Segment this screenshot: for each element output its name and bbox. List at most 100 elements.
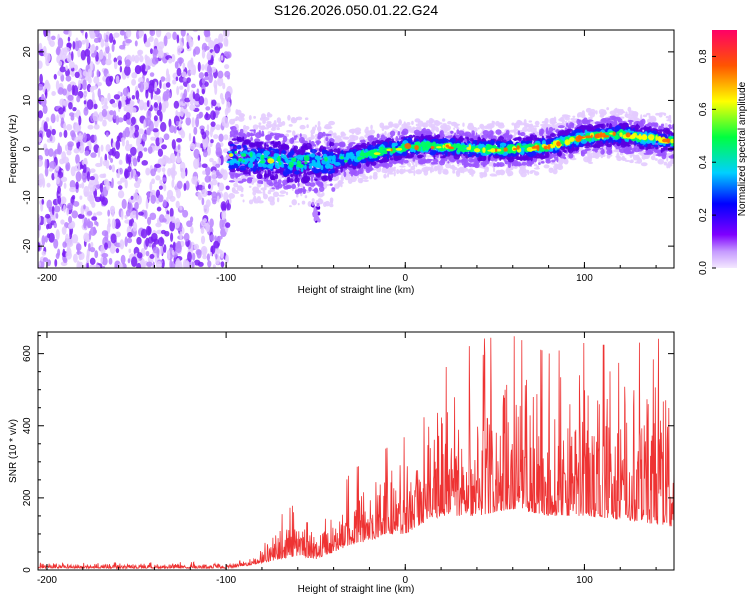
spectrogram-blob xyxy=(540,123,547,127)
spectrogram-blob xyxy=(48,167,54,172)
spectrogram-blob xyxy=(453,127,456,130)
spectrogram-blob xyxy=(175,156,182,164)
spectrogram-blob xyxy=(157,148,164,157)
spectrogram-blob xyxy=(396,168,400,175)
spectrogram-blob xyxy=(68,101,73,110)
spectrogram-blob xyxy=(306,171,313,176)
spectrogram-blob xyxy=(367,135,374,142)
spectrogram-blob xyxy=(161,144,167,150)
spectrogram-blob xyxy=(138,128,144,135)
spectrogram-blob xyxy=(449,165,456,169)
spectrogram-blob xyxy=(384,130,387,137)
spectrogram-blob xyxy=(209,218,214,228)
spectrogram-blob xyxy=(125,97,130,106)
spectrogram-blob xyxy=(262,193,268,200)
spectrogram-blob xyxy=(398,120,402,125)
spectrogram-blob xyxy=(68,30,72,38)
spectrogram-blob xyxy=(109,98,116,105)
spectrogram-blob xyxy=(124,179,128,189)
spectrogram-blob xyxy=(383,173,387,179)
spectrogram-blob xyxy=(421,157,427,164)
spectrogram-blob xyxy=(277,134,284,138)
spectrogram-blob xyxy=(109,75,114,82)
spectrogram-blob xyxy=(148,35,154,43)
spectrogram-blob xyxy=(317,135,322,140)
spectrogram-blob xyxy=(550,161,556,165)
spectrogram-blob xyxy=(116,55,123,61)
spectrogram-blob xyxy=(406,121,411,126)
spectrogram-blob xyxy=(175,76,179,82)
spectrogram-blob xyxy=(60,219,65,225)
spectrogram-blob xyxy=(187,251,192,263)
spectrogram-blob xyxy=(570,118,576,121)
spectrogram-blob xyxy=(543,164,550,169)
spectrogram-blob xyxy=(136,195,142,205)
spectrogram-blob xyxy=(233,182,239,188)
spectrogram-blob xyxy=(628,110,635,116)
spectrogram-blob xyxy=(445,135,448,139)
spectrogram-blob xyxy=(326,141,331,147)
spectrogram-blob xyxy=(165,82,171,88)
spectrogram-blob xyxy=(304,117,308,121)
spectrogram-blob xyxy=(207,184,211,190)
spectrogram-blob xyxy=(250,136,253,141)
spectrogram-blob xyxy=(72,107,77,112)
spectrogram-blob xyxy=(335,166,341,169)
spectrogram-blob xyxy=(197,61,201,73)
spectrogram-blob xyxy=(169,152,176,164)
spectrogram-blob xyxy=(624,159,631,163)
spectrogram-blob xyxy=(655,154,662,157)
spectrogram-blob xyxy=(156,248,160,259)
spectrogram-blob xyxy=(446,135,452,139)
spectrogram-blob xyxy=(330,173,334,179)
spectrogram-blob xyxy=(119,30,126,36)
spectrogram-blob xyxy=(67,94,74,101)
spectrogram-blob xyxy=(314,134,318,138)
spectrogram-blob xyxy=(281,121,286,126)
spectrogram-blob xyxy=(456,158,460,165)
spectrogram-blob xyxy=(97,88,101,98)
spectrogram-blob xyxy=(602,148,605,155)
spectrogram-blob xyxy=(218,182,225,192)
spectrogram-blob xyxy=(85,39,90,48)
spectrogram-blob xyxy=(271,171,274,174)
spectrogram-blob xyxy=(629,160,634,164)
spectrogram-blob xyxy=(480,161,485,165)
spectrogram-blob xyxy=(201,131,207,140)
spectrogram-blob xyxy=(43,81,51,93)
spectrogram-blob xyxy=(602,109,607,116)
spectrogram-blob xyxy=(441,126,446,129)
spectrogram-blob xyxy=(191,252,196,261)
spectrogram-blob xyxy=(258,129,261,136)
spectrogram-blob xyxy=(157,41,165,50)
spectrogram-blob xyxy=(379,122,385,129)
spectrogram-blob xyxy=(471,125,474,130)
spectrogram-blob xyxy=(201,163,208,169)
spectrogram-blob xyxy=(125,112,131,120)
spectrogram-blob xyxy=(247,177,252,182)
spectrogram-blob xyxy=(66,207,69,216)
spectrogram-blob xyxy=(68,61,75,69)
spectrogram-blob xyxy=(340,175,344,182)
spectrogram-blob xyxy=(51,91,56,96)
spectrogram-blob xyxy=(302,190,306,194)
spectrogram-blob xyxy=(248,142,256,148)
spectrogram-blob xyxy=(171,249,175,256)
spectrogram-blob xyxy=(108,257,113,265)
spectrogram-blob xyxy=(135,90,140,100)
spectrogram-blob xyxy=(426,131,432,136)
spectrogram-blob xyxy=(173,100,180,109)
spectrogram-blob xyxy=(136,262,142,268)
spectrogram-blob xyxy=(188,38,194,48)
spectrogram-blob xyxy=(224,70,231,78)
spectrogram-blob xyxy=(77,162,81,173)
spectrogram-blob xyxy=(43,30,48,37)
spectrogram-blob xyxy=(301,139,306,144)
spectrogram-blob xyxy=(252,186,260,193)
spectrogram-blob xyxy=(80,30,84,34)
spectrogram-blob xyxy=(176,85,180,96)
spectrogram-blob xyxy=(514,122,518,129)
spectrogram-blob xyxy=(165,68,170,79)
spectrogram-blob xyxy=(117,185,123,190)
spectrogram-blob xyxy=(111,43,115,53)
